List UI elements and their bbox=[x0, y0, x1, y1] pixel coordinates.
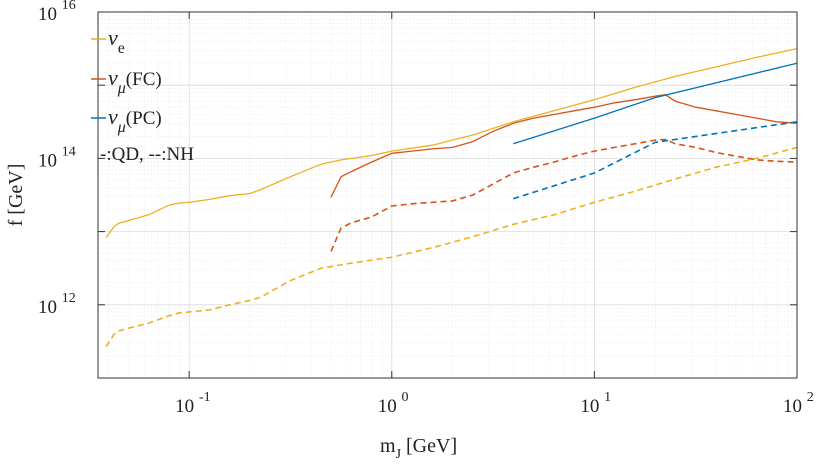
legend-note: -:QD, --:NH bbox=[100, 144, 194, 165]
series-line-2 bbox=[330, 94, 798, 198]
y-tick-label: 10 16 bbox=[38, 0, 76, 25]
series-line-1 bbox=[105, 146, 798, 347]
series-layer bbox=[105, 47, 798, 347]
legend-entry-label: νμ(PC) bbox=[108, 104, 162, 136]
legend-entry-label: νe bbox=[108, 25, 125, 57]
series-line-5 bbox=[513, 121, 798, 200]
series-line-0 bbox=[105, 47, 798, 238]
x-tick-label: 10 -1 bbox=[175, 390, 210, 417]
legend-entry-label: νμ(FC) bbox=[108, 65, 162, 97]
y-tick-labels: 10 12 10 14 10 16 bbox=[38, 0, 76, 318]
y-tick-label: 10 12 bbox=[38, 291, 76, 318]
x-axis-label: mJ [GeV] bbox=[380, 435, 457, 462]
plot-frame bbox=[97, 11, 798, 379]
x-tick-label: 10 1 bbox=[580, 390, 611, 417]
y-tick-label: 10 14 bbox=[38, 144, 76, 171]
x-tick-label: 10 2 bbox=[783, 390, 814, 417]
axis-ticks bbox=[98, 11, 798, 379]
series-line-4 bbox=[513, 62, 798, 145]
x-tick-label: 10 0 bbox=[378, 390, 409, 417]
legend: νe νμ(FC) νμ(PC) -:QD, --:NH bbox=[91, 25, 194, 165]
y-axis-label: f [GeV] bbox=[5, 164, 27, 227]
minor-grid bbox=[98, 12, 797, 378]
plot-area bbox=[98, 12, 797, 378]
series-line-3 bbox=[330, 138, 798, 252]
x-tick-labels: 10 -1 10 0 10 1 10 2 bbox=[175, 390, 814, 417]
